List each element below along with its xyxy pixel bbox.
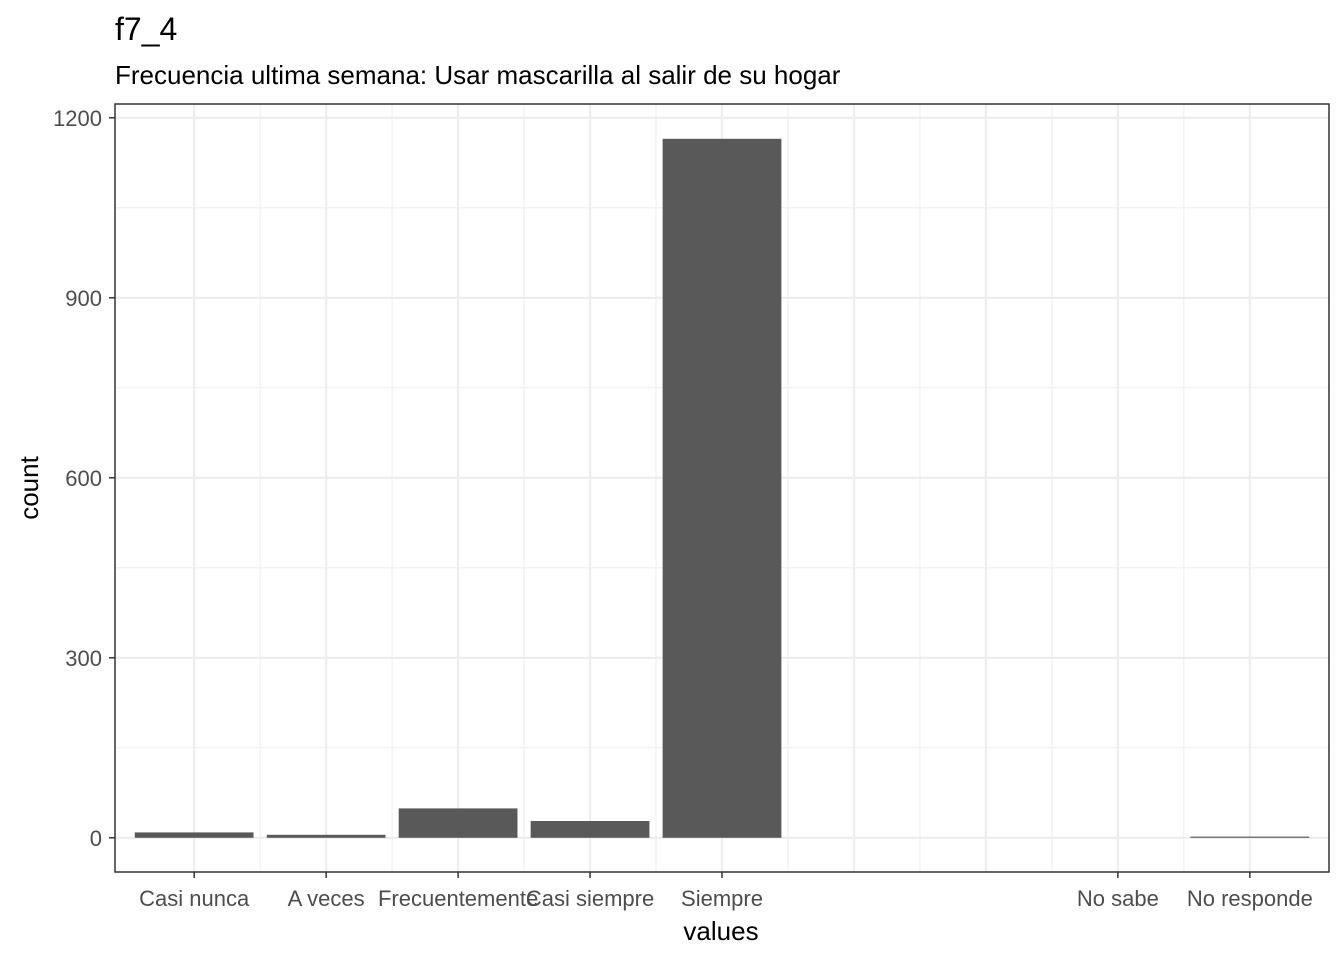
x-tick-label: Casi nunca (139, 886, 250, 911)
y-tick-label: 0 (90, 826, 102, 851)
x-tick-label: Casi siempre (526, 886, 654, 911)
chart-title: f7_4 (115, 11, 177, 47)
y-tick-label: 600 (65, 466, 102, 491)
y-axis-title: count (14, 455, 44, 519)
bars (134, 138, 1310, 838)
x-tick-label: Frecuentemente (378, 886, 538, 911)
bar (398, 808, 518, 838)
y-tick-label: 300 (65, 646, 102, 671)
y-tick-label: 1200 (53, 106, 102, 131)
bar (1190, 836, 1310, 838)
x-tick-label: A veces (288, 886, 365, 911)
bar (266, 834, 386, 838)
y-tick-label: 900 (65, 286, 102, 311)
x-axis-title: values (683, 916, 758, 946)
x-tick-label: Siempre (681, 886, 763, 911)
chart-subtitle: Frecuencia ultima semana: Usar mascarill… (115, 60, 841, 90)
bar (530, 821, 650, 838)
y-axis: 0 300 600 900 1200 (53, 106, 115, 851)
bar (134, 832, 254, 838)
x-tick-label: No sabe (1077, 886, 1159, 911)
x-tick-label: No responde (1187, 886, 1313, 911)
bar (662, 138, 782, 838)
